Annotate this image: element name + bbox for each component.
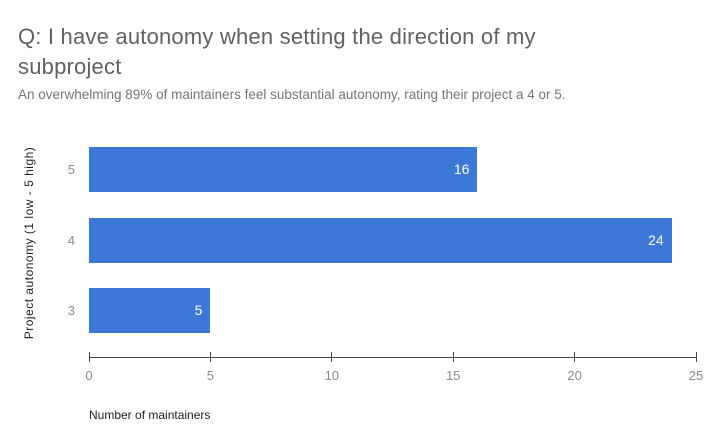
x-tick-label: 25 (688, 368, 704, 383)
chart-subtitle: An overwhelming 89% of maintainers feel … (18, 87, 566, 102)
x-axis-tick (88, 352, 90, 362)
x-tick-label: 5 (206, 368, 214, 383)
chart-title: Q: I have autonomy when setting the dire… (18, 24, 536, 79)
bar: 24 (89, 217, 672, 263)
x-axis-tick (209, 352, 211, 362)
x-axis-tick (452, 352, 454, 362)
bar: 16 (89, 147, 478, 192)
x-axis-tick (695, 352, 697, 362)
bar-value-label: 5 (194, 302, 203, 318)
x-axis-tick (331, 352, 333, 362)
x-tick-label: 20 (567, 368, 582, 383)
category-label: 3 (67, 303, 75, 318)
x-tick-label: 0 (85, 368, 93, 383)
bar-value-label: 24 (648, 231, 664, 248)
x-axis-line (89, 357, 697, 358)
bar: 5 (89, 288, 211, 333)
category-label: 4 (67, 232, 75, 248)
x-tick-label: 10 (324, 368, 340, 383)
x-axis-title: Number of maintainers (89, 408, 211, 422)
bar-value-label: 16 (453, 161, 470, 177)
category-label: 5 (67, 162, 75, 177)
x-tick-label: 15 (445, 368, 461, 383)
x-axis-tick (574, 352, 576, 362)
